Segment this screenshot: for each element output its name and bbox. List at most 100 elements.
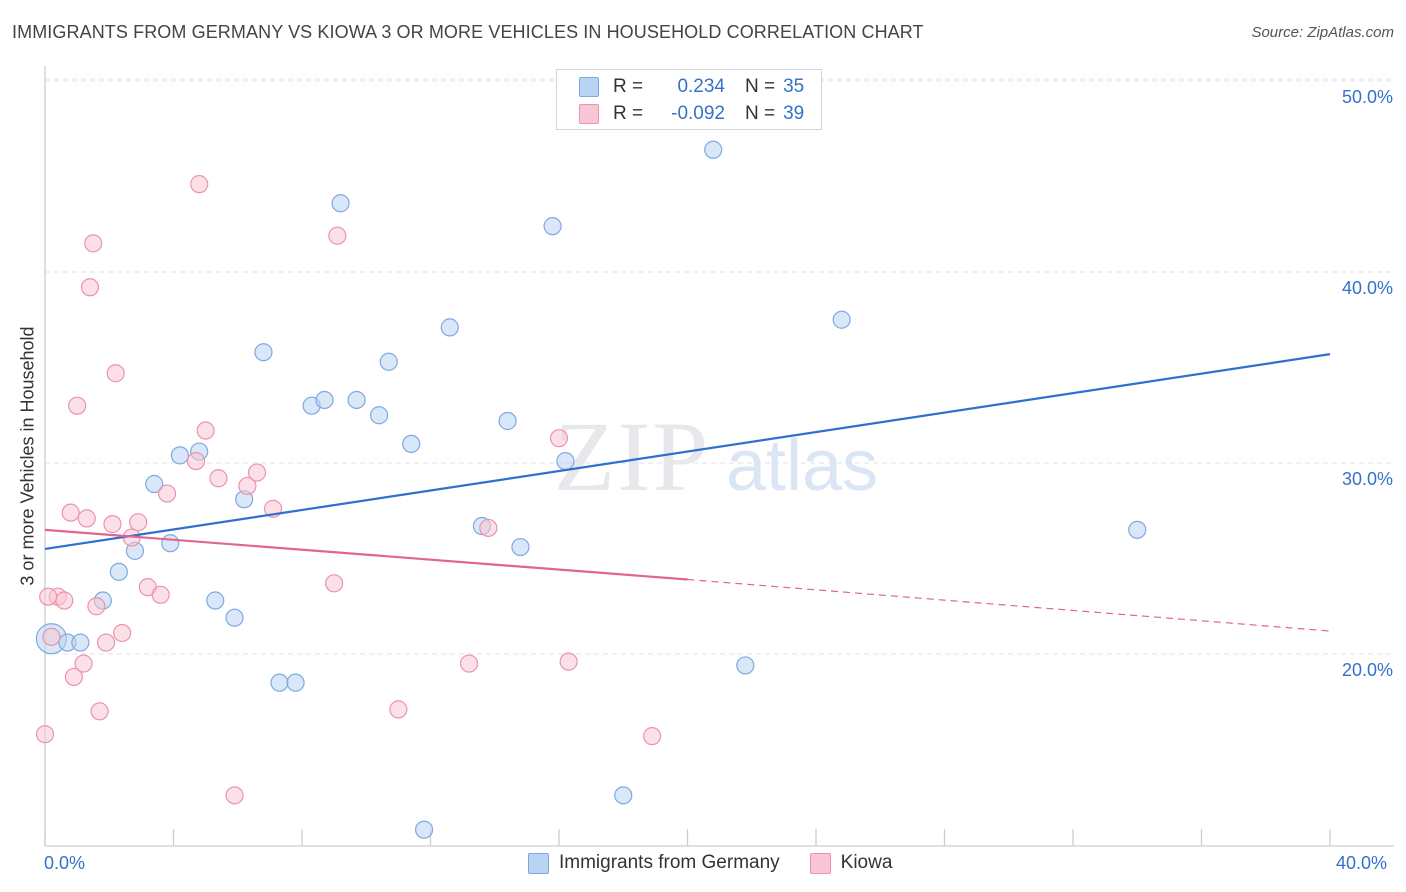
legend-n-value: 35 bbox=[783, 76, 805, 97]
data-point-germany bbox=[440, 318, 459, 337]
data-point-kiowa bbox=[459, 654, 479, 673]
data-point-kiowa bbox=[96, 633, 116, 652]
series-label-germany: Immigrants from Germany bbox=[559, 852, 780, 873]
data-point-kiowa bbox=[328, 226, 347, 245]
data-point-kiowa bbox=[64, 667, 84, 687]
data-point-germany bbox=[161, 534, 180, 553]
data-point-kiowa bbox=[196, 421, 215, 440]
data-point-germany bbox=[206, 591, 225, 610]
correlation-legend: R = 0.234 N = 35 R = -0.092 N = 39 bbox=[556, 69, 822, 130]
y-axis-label: 3 or more Vehicles in Household bbox=[17, 326, 38, 586]
data-point-germany bbox=[370, 406, 389, 425]
data-point-germany bbox=[511, 537, 530, 557]
data-point-germany bbox=[402, 434, 421, 453]
series-swatch-germany bbox=[528, 852, 549, 874]
legend-r-label: R = bbox=[613, 103, 644, 124]
data-point-kiowa bbox=[68, 396, 87, 415]
data-point-kiowa bbox=[389, 700, 408, 719]
data-point-germany bbox=[109, 562, 128, 581]
grid-layer bbox=[45, 78, 1394, 655]
data-point-kiowa bbox=[106, 364, 125, 383]
data-point-kiowa bbox=[103, 515, 122, 534]
data-point-kiowa bbox=[643, 727, 662, 746]
legend-r-value: 0.234 bbox=[677, 76, 725, 97]
data-point-germany bbox=[286, 673, 305, 692]
data-point-kiowa bbox=[42, 627, 61, 646]
data-point-germany bbox=[225, 608, 244, 627]
data-point-kiowa bbox=[80, 278, 100, 297]
data-point-kiowa bbox=[190, 175, 209, 194]
legend-r-value: -0.092 bbox=[671, 103, 725, 124]
trendline-kiowa bbox=[44, 528, 688, 581]
watermark-zip: ZIP bbox=[554, 401, 710, 512]
data-point-germany bbox=[832, 310, 851, 329]
series-legend-kiowa: Kiowa bbox=[809, 852, 893, 874]
data-point-germany bbox=[71, 633, 90, 652]
x-tick-label-max: 40.0% bbox=[1336, 853, 1388, 873]
legend-n-label: N = bbox=[745, 103, 776, 124]
data-point-germany bbox=[379, 352, 398, 371]
legend-r-label: R = bbox=[613, 76, 644, 97]
data-point-kiowa bbox=[74, 654, 93, 673]
data-point-germany bbox=[254, 343, 273, 362]
data-point-germany bbox=[556, 451, 575, 471]
data-point-germany bbox=[270, 673, 289, 692]
data-point-kiowa bbox=[87, 597, 106, 616]
data-point-germany bbox=[704, 140, 723, 159]
y-tick-label-50: 50.0% bbox=[1341, 87, 1393, 107]
chart-title: IMMIGRANTS FROM GERMANY VS KIOWA 3 OR MO… bbox=[12, 22, 924, 42]
y-tick-label-30: 30.0% bbox=[1341, 469, 1393, 489]
data-point-kiowa bbox=[549, 429, 569, 448]
data-point-germany bbox=[543, 217, 562, 236]
legend-n-value: 39 bbox=[783, 103, 805, 124]
data-point-kiowa bbox=[247, 463, 267, 482]
data-point-germany bbox=[614, 786, 633, 805]
series-legend: Immigrants from Germany Kiowa bbox=[528, 852, 922, 874]
data-point-germany bbox=[498, 411, 517, 431]
legend-row-germany: R = 0.234 N = 35 bbox=[579, 74, 804, 100]
data-point-germany bbox=[347, 390, 366, 410]
data-point-germany bbox=[170, 446, 190, 465]
y-tick-label-40: 40.0% bbox=[1341, 278, 1393, 298]
legend-n-label: N = bbox=[745, 76, 776, 97]
x-tick-label-min: 0.0% bbox=[44, 853, 86, 873]
y-tick-label-20: 20.0% bbox=[1341, 660, 1393, 680]
data-point-kiowa bbox=[35, 725, 55, 744]
trendline-germany bbox=[44, 353, 1331, 551]
data-point-kiowa bbox=[84, 234, 103, 253]
series-label-kiowa: Kiowa bbox=[840, 852, 893, 873]
data-point-kiowa bbox=[112, 623, 132, 643]
data-point-kiowa bbox=[325, 574, 344, 593]
data-point-kiowa bbox=[90, 702, 109, 721]
data-point-kiowa bbox=[129, 513, 148, 532]
legend-swatch-germany bbox=[579, 77, 599, 97]
series-legend-germany: Immigrants from Germany bbox=[528, 852, 780, 874]
data-point-kiowa bbox=[225, 786, 244, 805]
data-point-germany bbox=[145, 474, 164, 494]
data-point-kiowa bbox=[238, 476, 257, 496]
data-point-germany bbox=[1128, 520, 1147, 539]
trend-layer bbox=[44, 353, 1331, 632]
data-point-kiowa bbox=[55, 591, 74, 610]
points-layer bbox=[35, 140, 1147, 839]
legend-row-kiowa: R = -0.092 N = 39 bbox=[579, 101, 804, 127]
data-point-kiowa bbox=[479, 518, 498, 538]
data-point-germany bbox=[331, 194, 350, 213]
data-point-kiowa bbox=[151, 585, 170, 604]
data-point-germany bbox=[315, 390, 334, 410]
data-point-germany bbox=[736, 656, 755, 675]
data-point-kiowa bbox=[209, 469, 228, 488]
data-point-kiowa bbox=[61, 503, 80, 522]
data-point-kiowa bbox=[157, 484, 177, 503]
legend-swatch-kiowa bbox=[579, 104, 599, 124]
axes-layer bbox=[44, 66, 1394, 847]
trendline-kiowa-extension bbox=[687, 578, 1331, 632]
data-point-germany bbox=[414, 820, 434, 839]
series-swatch-kiowa bbox=[809, 852, 831, 874]
data-point-kiowa bbox=[186, 451, 206, 471]
chart-source: Source: ZipAtlas.com bbox=[1251, 24, 1394, 41]
watermark-atlas: atlas bbox=[726, 426, 878, 506]
watermark: ZIP atlas bbox=[554, 401, 878, 512]
data-point-kiowa bbox=[559, 652, 578, 671]
